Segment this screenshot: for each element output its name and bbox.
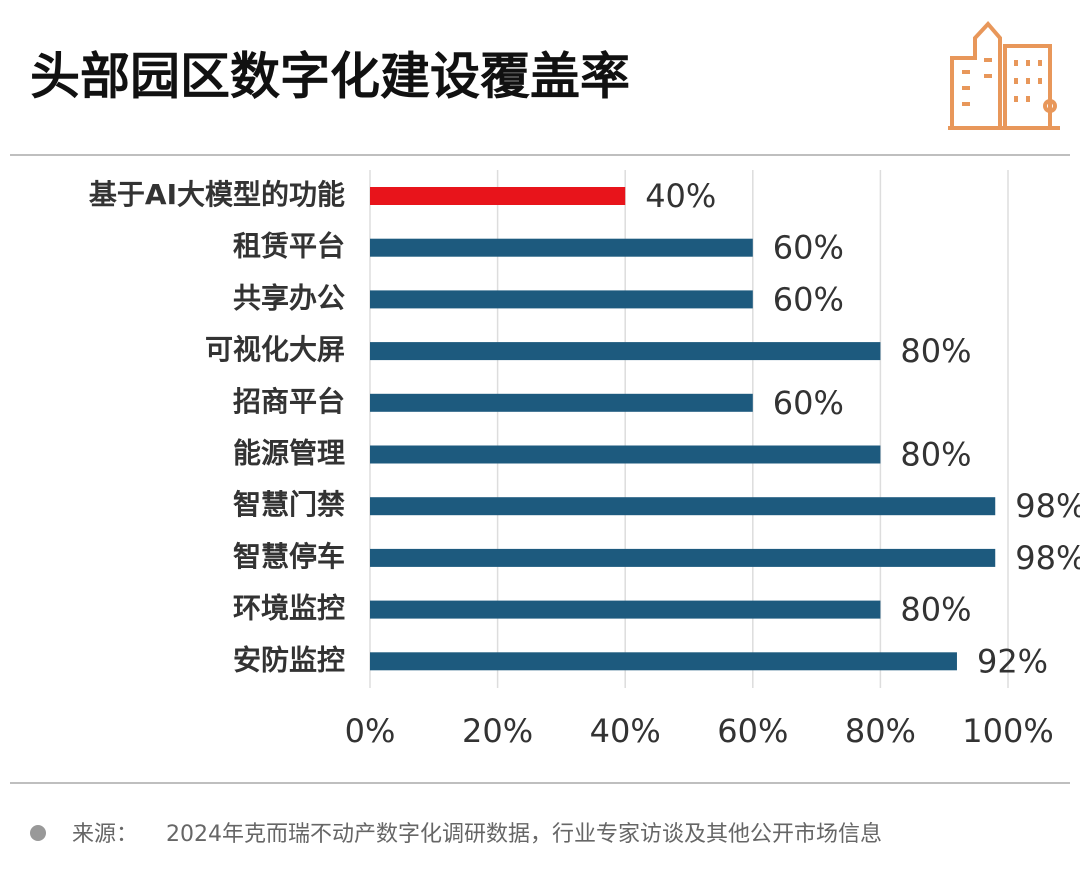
value-label: 80% [900, 591, 971, 629]
value-label: 98% [1015, 539, 1080, 577]
bar [370, 600, 881, 619]
x-tick-label: 40% [590, 712, 661, 750]
bar [370, 548, 996, 567]
bar [370, 445, 881, 464]
bullet [30, 825, 46, 841]
value-label: 98% [1015, 487, 1080, 525]
x-tick-label: 60% [717, 712, 788, 750]
bar [370, 342, 881, 361]
category-label: 环境监控 [233, 592, 345, 625]
x-tick-label: 100% [962, 712, 1053, 750]
bar [370, 497, 996, 516]
x-tick-label: 0% [345, 712, 396, 750]
bar [370, 187, 626, 205]
bar [370, 652, 957, 671]
source-text: 2024年克而瑞不动产数字化调研数据，行业专家访谈及其他公开市场信息 [166, 822, 882, 847]
value-label: 60% [773, 280, 844, 318]
bar [370, 393, 753, 412]
bar [370, 238, 753, 257]
category-label: 租赁平台 [233, 230, 345, 263]
category-label: 安防监控 [233, 643, 345, 676]
building-icon [948, 20, 1060, 130]
bar [370, 290, 753, 309]
value-label: 60% [773, 384, 844, 422]
category-label: 招商平台 [233, 385, 345, 418]
source-label: 来源： [72, 822, 138, 847]
value-label: 80% [900, 436, 971, 474]
chart-title: 头部园区数字化建设覆盖率 [30, 48, 630, 106]
category-label: 共享办公 [233, 281, 345, 314]
category-label: 可视化大屏 [205, 333, 345, 366]
value-label: 40% [645, 177, 716, 215]
value-label: 60% [773, 229, 844, 267]
category-label: 基于AI大模型的功能 [89, 178, 345, 211]
category-label: 智慧停车 [233, 540, 345, 573]
value-label: 92% [977, 642, 1048, 680]
value-label: 80% [900, 332, 971, 370]
x-tick-label: 80% [845, 712, 916, 750]
x-tick-label: 20% [462, 712, 533, 750]
plot: 0% 20% 40% 60% 80% 100% 基于AI大模型的功能 40% 租赁平台 60% 共享… [89, 170, 1080, 750]
category-label: 智慧门禁 [233, 488, 345, 521]
category-label: 能源管理 [233, 437, 345, 470]
